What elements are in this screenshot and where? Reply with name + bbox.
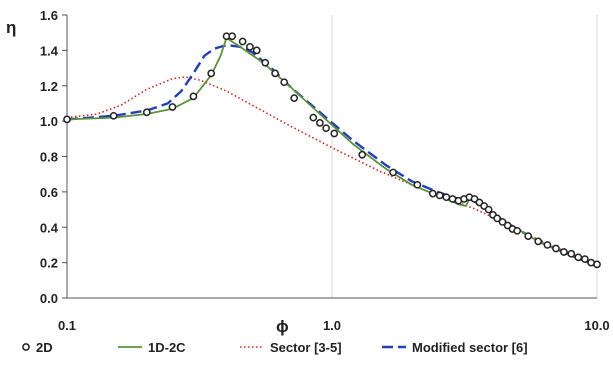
- data-point-2d: [228, 32, 237, 41]
- data-point-2d: [574, 253, 583, 262]
- data-point-2d: [330, 129, 339, 138]
- data-point-2d: [290, 94, 299, 102]
- data-point-2d: [593, 260, 601, 269]
- data-point-2d: [493, 214, 502, 223]
- y-tick-label: 1.4: [40, 43, 59, 58]
- data-point-2d: [581, 255, 589, 263]
- x-axis-label: ϕ: [276, 317, 289, 336]
- data-point-2d: [560, 248, 568, 256]
- x-tick-label: 0.1: [58, 318, 76, 333]
- y-tick-label: 0.2: [40, 256, 58, 271]
- legend-label-1d-2c: 1D-2C: [148, 340, 186, 355]
- series-layer: [63, 32, 601, 269]
- legend-swatch-2d: [22, 343, 30, 351]
- data-point-2d: [271, 69, 279, 78]
- data-point-2d: [168, 103, 177, 111]
- data-point-2d: [280, 78, 289, 87]
- y-ticks-layer: 0.0 0.2 0.4 0.6 0.8 1.0 1.2 1.4 1.6: [40, 8, 67, 306]
- data-point-2d: [413, 180, 422, 189]
- data-point-2d: [261, 58, 270, 67]
- data-point-2d: [498, 218, 507, 226]
- data-point-2d: [442, 193, 451, 202]
- data-point-2d: [513, 226, 522, 235]
- data-point-2d: [543, 241, 552, 249]
- legend-item-modified-sector-6: Modified sector [6]: [382, 340, 528, 355]
- y-tick-label: 1.0: [40, 114, 58, 129]
- data-point-2d: [389, 168, 397, 177]
- y-axis-label: η: [6, 18, 16, 37]
- legend-item-2d: 2D: [22, 340, 53, 355]
- x-ticks-layer: 0.1 1.0 10.0: [58, 318, 610, 333]
- data-point-2d: [238, 37, 247, 46]
- data-point-2d: [63, 115, 71, 124]
- series-2d-points: [63, 32, 601, 269]
- data-point-2d: [470, 195, 479, 203]
- legend-label-sector-3-5: Sector [3-5]: [270, 340, 342, 355]
- data-point-2d: [524, 232, 533, 240]
- y-tick-label: 1.2: [40, 79, 58, 94]
- legend-label-modified-sector-6: Modified sector [6]: [412, 340, 528, 355]
- data-point-2d: [503, 221, 512, 230]
- data-point-2d: [316, 119, 324, 127]
- y-tick-label: 0.6: [40, 185, 58, 200]
- data-point-2d: [552, 244, 560, 253]
- data-point-2d: [189, 92, 198, 101]
- y-tick-label: 1.6: [40, 8, 58, 23]
- legend-item-1d-2c: 1D-2C: [118, 340, 186, 355]
- data-point-2d: [322, 124, 330, 133]
- x-tick-label: 10.0: [584, 318, 609, 333]
- x-tick-label: 1.0: [323, 318, 341, 333]
- data-point-2d: [252, 46, 261, 55]
- legend: 2D 1D-2C Sector [3-5] Modified sector [6]: [22, 340, 528, 355]
- data-point-2d: [309, 113, 318, 122]
- data-point-2d: [358, 150, 367, 159]
- data-point-2d: [435, 191, 444, 200]
- y-tick-label: 0.8: [40, 150, 58, 165]
- legend-label-2d: 2D: [36, 340, 53, 355]
- data-point-2d: [109, 111, 118, 120]
- data-point-2d: [484, 205, 493, 214]
- data-point-2d: [534, 237, 543, 246]
- grid-layer: [331, 15, 598, 298]
- data-point-2d: [142, 108, 151, 117]
- legend-item-sector-3-5: Sector [3-5]: [240, 340, 342, 355]
- data-point-2d: [246, 42, 254, 51]
- y-tick-label: 0.4: [40, 220, 59, 235]
- data-point-2d: [207, 69, 216, 78]
- data-point-2d: [567, 249, 576, 258]
- data-point-2d: [428, 189, 437, 198]
- y-tick-label: 0.0: [40, 291, 58, 306]
